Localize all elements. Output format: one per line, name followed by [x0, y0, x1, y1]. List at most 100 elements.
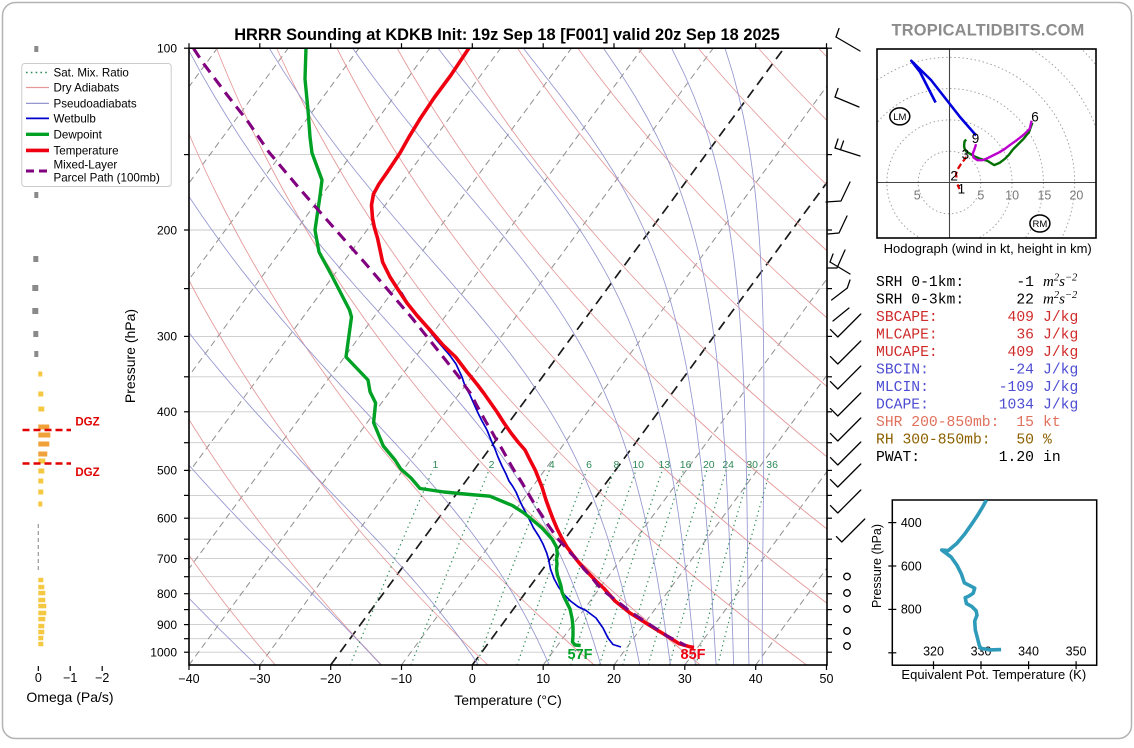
svg-text:Wetbulb: Wetbulb — [54, 112, 96, 125]
svg-text:5: 5 — [914, 189, 921, 203]
svg-text:Pseudoadiabats: Pseudoadiabats — [54, 97, 137, 110]
svg-text:40: 40 — [749, 672, 763, 686]
svg-text:4: 4 — [549, 459, 555, 471]
svg-text:1000: 1000 — [150, 646, 177, 660]
svg-text:−1: −1 — [63, 671, 77, 685]
svg-text:-109: -109 — [999, 380, 1034, 396]
svg-text:24: 24 — [722, 459, 734, 471]
svg-text:400: 400 — [901, 516, 922, 530]
svg-text:Temperature (°C): Temperature (°C) — [454, 692, 562, 708]
svg-text:1: 1 — [958, 181, 966, 196]
svg-text:13: 13 — [659, 459, 671, 471]
svg-text:20: 20 — [607, 672, 621, 686]
svg-text:Omega (Pa/s): Omega (Pa/s) — [26, 689, 113, 705]
svg-text:HRRR Sounding at KDKB Init: 19: HRRR Sounding at KDKB Init: 19z Sep 18 [… — [234, 26, 780, 44]
svg-text:Temperature: Temperature — [54, 144, 119, 157]
svg-text:1: 1 — [432, 459, 438, 471]
svg-text:-24: -24 — [1008, 362, 1035, 378]
svg-text:0: 0 — [35, 671, 42, 685]
svg-text:LM: LM — [893, 112, 906, 123]
svg-text:Dry Adiabats: Dry Adiabats — [54, 82, 120, 95]
svg-text:PWAT:: PWAT: — [876, 450, 920, 466]
svg-text:%: % — [1043, 432, 1052, 448]
svg-text:1.20: 1.20 — [999, 450, 1034, 466]
svg-text:Mixed-Layer: Mixed-Layer — [54, 159, 118, 172]
svg-text:16: 16 — [680, 459, 692, 471]
svg-text:36: 36 — [1016, 327, 1034, 343]
svg-text:800: 800 — [157, 587, 177, 601]
svg-text:30: 30 — [678, 672, 692, 686]
svg-text:10: 10 — [632, 459, 644, 471]
svg-text:2: 2 — [489, 459, 495, 471]
svg-text:MLCIN:: MLCIN: — [876, 380, 929, 396]
svg-text:J/kg: J/kg — [1043, 345, 1078, 361]
svg-text:400: 400 — [157, 405, 177, 419]
svg-text:50: 50 — [820, 672, 834, 686]
svg-text:−2: −2 — [95, 671, 109, 685]
svg-text:20: 20 — [703, 459, 715, 471]
svg-text:200: 200 — [157, 223, 177, 237]
svg-text:Pressure (hPa): Pressure (hPa) — [870, 524, 884, 608]
svg-text:DGZ: DGZ — [75, 467, 99, 479]
svg-text:900: 900 — [157, 618, 177, 632]
svg-text:Hodograph (wind in kt, height: Hodograph (wind in kt, height in km) — [884, 241, 1092, 256]
svg-text:Dewpoint: Dewpoint — [54, 128, 103, 141]
svg-text:J/kg: J/kg — [1043, 380, 1078, 396]
svg-text:SRH 0-1km:: SRH 0-1km: — [876, 275, 964, 291]
svg-text:DGZ: DGZ — [75, 417, 99, 429]
svg-text:50: 50 — [1016, 432, 1034, 448]
svg-text:2: 2 — [950, 169, 958, 184]
svg-text:SHR 200-850mb:: SHR 200-850mb: — [876, 415, 999, 431]
svg-text:−40: −40 — [178, 672, 199, 686]
svg-text:J/kg: J/kg — [1043, 327, 1078, 343]
svg-text:J/kg: J/kg — [1043, 362, 1078, 378]
svg-text:500: 500 — [157, 464, 177, 478]
svg-text:kt: kt — [1043, 415, 1061, 431]
svg-text:−10: −10 — [391, 672, 412, 686]
svg-text:SRH 0-3km:: SRH 0-3km: — [876, 292, 964, 308]
svg-text:RH 300-850mb:: RH 300-850mb: — [876, 432, 991, 448]
svg-text:SBCAPE:: SBCAPE: — [876, 310, 938, 326]
svg-text:8: 8 — [613, 459, 619, 471]
svg-text:0: 0 — [469, 672, 476, 686]
svg-text:1034: 1034 — [999, 397, 1034, 413]
svg-text:300: 300 — [157, 330, 177, 344]
svg-text:20: 20 — [1069, 189, 1083, 203]
svg-text:10: 10 — [536, 672, 550, 686]
svg-text:Sat. Mix. Ratio: Sat. Mix. Ratio — [54, 67, 129, 80]
svg-text:36: 36 — [766, 459, 778, 471]
svg-text:340: 340 — [1018, 645, 1039, 659]
svg-text:−20: −20 — [320, 672, 341, 686]
svg-text:RM: RM — [1033, 219, 1048, 230]
svg-text:6: 6 — [1031, 110, 1039, 125]
svg-text:15: 15 — [1016, 415, 1034, 431]
svg-text:3: 3 — [962, 147, 970, 162]
svg-text:800: 800 — [901, 603, 922, 617]
svg-text:600: 600 — [901, 559, 922, 573]
svg-text:−30: −30 — [249, 672, 270, 686]
svg-text:in: in — [1043, 450, 1061, 466]
svg-text:DCAPE:: DCAPE: — [876, 397, 929, 413]
svg-text:22: 22 — [1016, 292, 1034, 308]
svg-text:TROPICALTIDBITS.COM: TROPICALTIDBITS.COM — [892, 22, 1085, 40]
svg-text:Parcel Path (100mb): Parcel Path (100mb) — [54, 171, 160, 184]
svg-text:MLCAPE:: MLCAPE: — [876, 327, 938, 343]
svg-text:5: 5 — [977, 189, 984, 203]
svg-text:350: 350 — [1066, 645, 1087, 659]
svg-text:15: 15 — [1037, 189, 1051, 203]
svg-text:6: 6 — [586, 459, 592, 471]
svg-text:J/kg: J/kg — [1043, 397, 1078, 413]
svg-text:SBCIN:: SBCIN: — [876, 362, 929, 378]
svg-text:30: 30 — [746, 459, 758, 471]
svg-text:10: 10 — [1005, 189, 1019, 203]
svg-text:57F: 57F — [568, 647, 593, 663]
svg-text:Pressure (hPa): Pressure (hPa) — [122, 309, 138, 403]
svg-text:409: 409 — [1008, 310, 1034, 326]
svg-text:100: 100 — [157, 42, 177, 56]
svg-text:85F: 85F — [681, 647, 706, 663]
svg-text:700: 700 — [157, 552, 177, 566]
svg-text:-1: -1 — [1016, 275, 1034, 291]
svg-text:Equivalent Pot. Temperature (K: Equivalent Pot. Temperature (K) — [901, 667, 1086, 682]
svg-text:600: 600 — [157, 512, 177, 526]
svg-text:409: 409 — [1008, 345, 1034, 361]
